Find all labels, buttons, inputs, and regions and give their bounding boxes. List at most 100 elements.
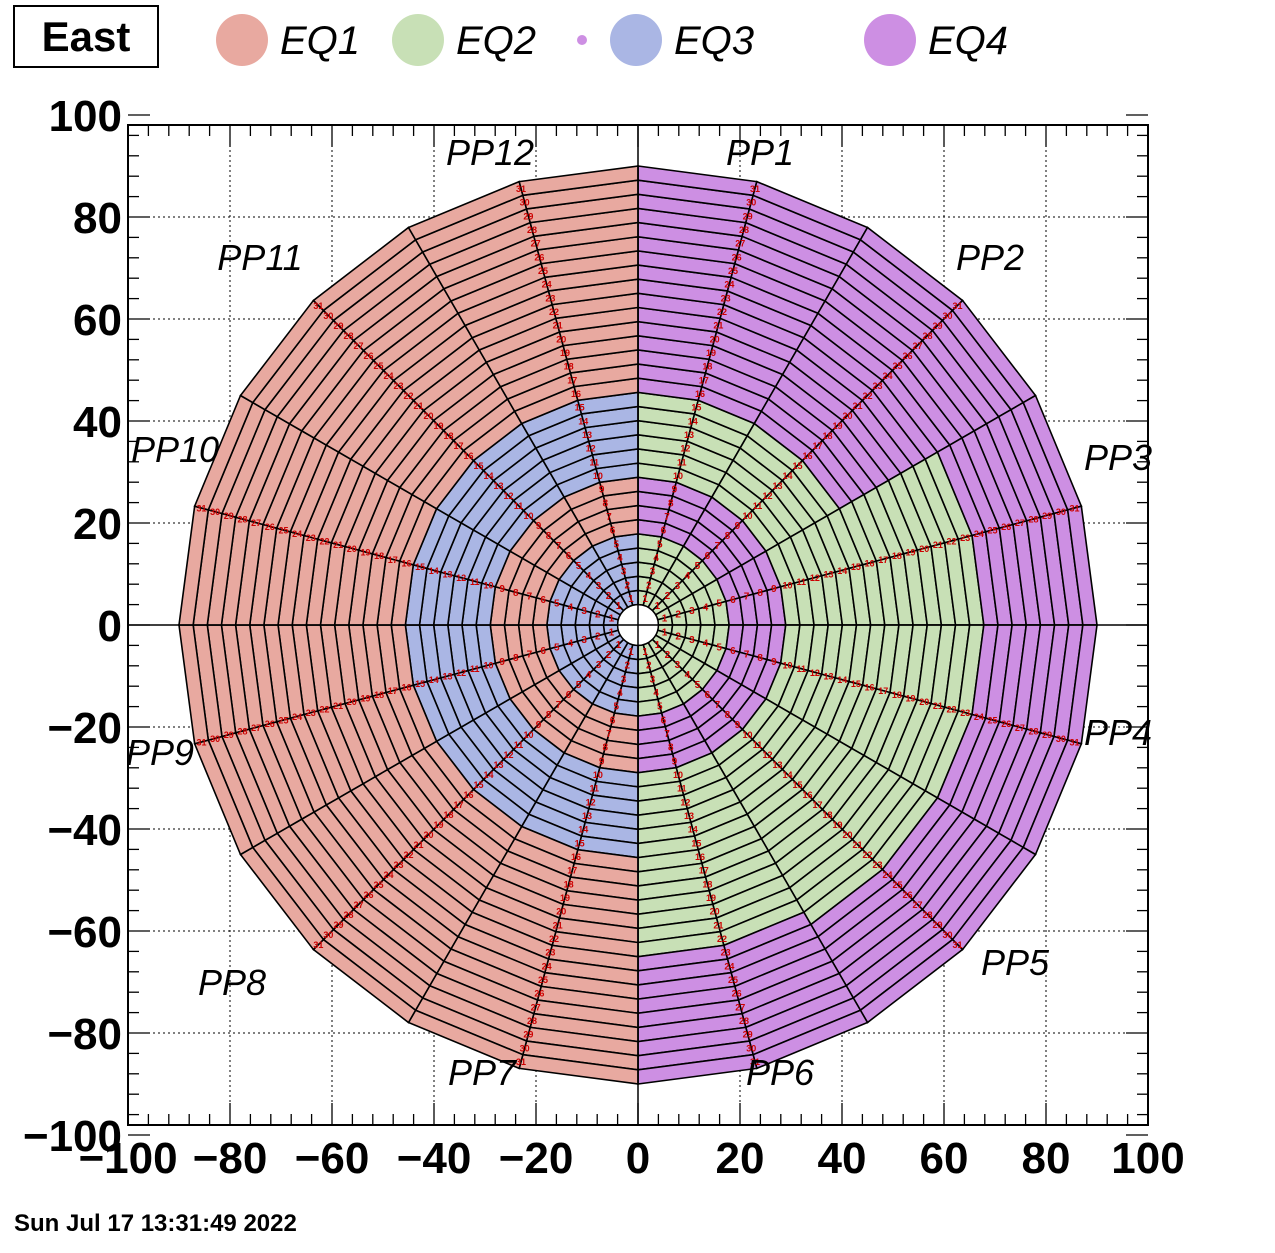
row-number: 15 xyxy=(851,562,861,572)
row-number: 20 xyxy=(919,544,929,554)
row-number: 7 xyxy=(556,700,562,711)
row-number: 20 xyxy=(556,907,566,917)
row-number: 31 xyxy=(516,184,526,194)
row-number: 3 xyxy=(689,606,695,617)
y-tick-label: 80 xyxy=(73,194,122,243)
row-number: 29 xyxy=(224,730,234,740)
row-number: 12 xyxy=(504,750,514,760)
row-number: 16 xyxy=(695,389,705,399)
row-number: 2 xyxy=(675,631,681,642)
row-number: 3 xyxy=(675,660,681,671)
row-number: 26 xyxy=(1001,522,1011,532)
row-number: 10 xyxy=(483,661,493,671)
row-number: 15 xyxy=(575,838,585,848)
row-number: 3 xyxy=(581,606,587,617)
row-number: 22 xyxy=(947,705,957,715)
row-number: 16 xyxy=(802,790,812,800)
row-number: 8 xyxy=(546,710,552,721)
row-number: 18 xyxy=(443,431,453,441)
row-number: 19 xyxy=(706,893,716,903)
row-number: 22 xyxy=(319,536,329,546)
row-number: 22 xyxy=(549,934,559,944)
row-number: 17 xyxy=(388,686,398,696)
y-tick-label: −60 xyxy=(47,908,122,957)
row-number: 8 xyxy=(602,743,608,754)
row-number: 30 xyxy=(323,311,333,321)
row-number: 9 xyxy=(499,584,505,595)
row-number: 21 xyxy=(933,540,943,550)
row-number: 17 xyxy=(878,555,888,565)
row-number: 19 xyxy=(560,893,570,903)
row-number: 25 xyxy=(373,361,383,371)
row-number: 1 xyxy=(642,594,648,605)
row-number: 19 xyxy=(906,694,916,704)
row-number: 31 xyxy=(750,184,760,194)
row-number: 28 xyxy=(527,225,537,235)
row-number: 16 xyxy=(463,451,473,461)
row-number: 26 xyxy=(1001,719,1011,729)
row-number: 12 xyxy=(680,444,690,454)
row-number: 22 xyxy=(717,307,727,317)
timestamp: Sun Jul 17 13:31:49 2022 xyxy=(14,1210,297,1237)
row-number: 14 xyxy=(837,566,847,576)
row-number: 27 xyxy=(735,239,745,249)
sector-label: PP8 xyxy=(198,962,266,1003)
row-number: 3 xyxy=(621,674,627,685)
sector-label: PP10 xyxy=(131,429,219,470)
row-number: 20 xyxy=(710,334,720,344)
row-number: 22 xyxy=(863,850,873,860)
row-number: 19 xyxy=(433,820,443,830)
row-number: 24 xyxy=(383,371,393,381)
row-number: 10 xyxy=(524,730,534,740)
row-number: 4 xyxy=(617,688,623,699)
row-number: 6 xyxy=(610,526,616,537)
row-number: 11 xyxy=(470,664,480,674)
row-number: 13 xyxy=(772,481,782,491)
row-number: 15 xyxy=(415,679,425,689)
row-number: 4 xyxy=(653,553,659,564)
row-number: 9 xyxy=(499,657,505,668)
row-number: 17 xyxy=(878,686,888,696)
row-number: 5 xyxy=(657,539,663,550)
sector-label: PP5 xyxy=(981,942,1050,983)
sector-label: PP9 xyxy=(126,732,194,773)
row-number: 20 xyxy=(919,697,929,707)
row-number: 19 xyxy=(433,421,443,431)
row-number: 17 xyxy=(699,375,709,385)
row-number: 11 xyxy=(514,740,524,750)
row-number: 7 xyxy=(527,591,533,602)
row-number: 6 xyxy=(540,646,546,657)
x-tick-label: −60 xyxy=(295,1134,370,1183)
row-number: 2 xyxy=(606,591,612,602)
row-number: 4 xyxy=(685,571,691,582)
row-number: 4 xyxy=(586,670,592,681)
row-number: 7 xyxy=(606,729,612,740)
row-number: 9 xyxy=(672,485,678,496)
y-tick-label: 60 xyxy=(73,296,122,345)
x-tick-label: 0 xyxy=(626,1134,650,1183)
row-number: 2 xyxy=(646,580,652,591)
row-number: 19 xyxy=(360,694,370,704)
row-number: 10 xyxy=(742,730,752,740)
y-tick-label: 20 xyxy=(73,500,122,549)
row-number: 4 xyxy=(586,571,592,582)
sector-label: PP2 xyxy=(956,237,1024,278)
row-number: 11 xyxy=(514,501,524,511)
row-number: 26 xyxy=(534,989,544,999)
row-number: 6 xyxy=(661,715,667,726)
row-number: 12 xyxy=(456,573,466,583)
row-number: 29 xyxy=(743,211,753,221)
row-number: 12 xyxy=(680,797,690,807)
row-number: 25 xyxy=(373,880,383,890)
row-number: 1 xyxy=(628,594,634,605)
row-number: 11 xyxy=(753,501,763,511)
row-number: 15 xyxy=(792,780,802,790)
row-number: 20 xyxy=(710,907,720,917)
sector-label: PP1 xyxy=(726,132,794,173)
row-number: 31 xyxy=(1070,504,1080,514)
row-number: 31 xyxy=(196,737,206,747)
row-number: 24 xyxy=(292,712,302,722)
row-number: 9 xyxy=(771,657,777,668)
row-number: 5 xyxy=(716,599,722,610)
legend-label: EQ2 xyxy=(456,19,536,63)
